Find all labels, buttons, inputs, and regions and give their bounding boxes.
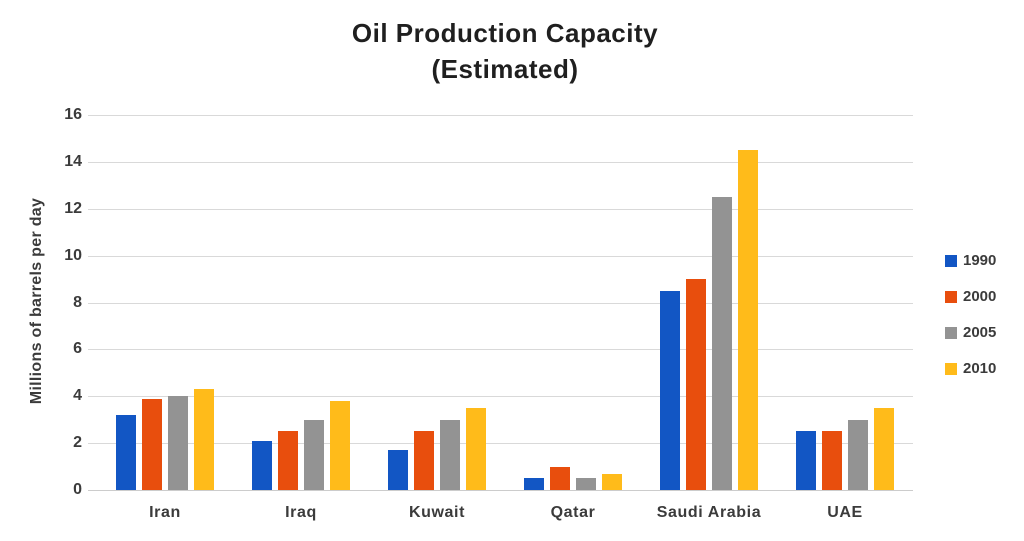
bar-kuwait-2005 — [440, 419, 460, 490]
bar-qatar-2005 — [576, 478, 596, 490]
x-category-label-iran: Iran — [149, 504, 181, 521]
bar-uae-1990 — [796, 431, 816, 490]
legend-item-2010: 2010 — [945, 361, 996, 376]
y-tick-label-4: 4 — [73, 387, 82, 405]
legend-label-2010: 2010 — [963, 360, 997, 377]
gridline-y-2 — [88, 443, 913, 445]
legend-swatch-1990 — [945, 254, 957, 267]
legend-swatch-2000 — [945, 290, 957, 303]
plot-area — [88, 115, 913, 491]
y-tick-label-12: 12 — [64, 199, 82, 217]
gridline-y-4 — [88, 396, 913, 398]
legend-label-2005: 2005 — [963, 324, 997, 341]
legend-swatch-2010 — [945, 362, 957, 375]
bar-qatar-1990 — [524, 478, 544, 490]
y-tick-label-16: 16 — [64, 106, 82, 123]
bar-saudi-arabia-2010 — [738, 150, 758, 490]
x-category-label-kuwait: Kuwait — [408, 504, 466, 521]
x-category-label-saudi-arabia: Saudi Arabia — [656, 504, 762, 521]
legend-swatch-2005 — [945, 326, 957, 339]
x-category-label-qatar: Qatar — [550, 504, 596, 521]
bar-iraq-2005 — [304, 419, 324, 490]
bar-uae-2005 — [848, 419, 868, 490]
gridline-y-12 — [88, 208, 913, 210]
bar-qatar-2010 — [602, 473, 622, 490]
legend-label-1990: 1990 — [963, 252, 997, 269]
bar-uae-2010 — [874, 407, 894, 490]
bar-uae-2000 — [822, 431, 842, 490]
bar-saudi-arabia-2005 — [712, 197, 732, 490]
bar-iran-2005 — [168, 396, 188, 490]
gridline-y-0 — [88, 490, 913, 491]
bar-group-qatar — [505, 115, 641, 490]
chart-title: Oil Production Capacity — [351, 18, 659, 48]
bar-iran-2010 — [194, 389, 214, 490]
x-category-label-uae: UAE — [827, 504, 863, 521]
bar-kuwait-2000 — [414, 431, 434, 490]
bar-saudi-arabia-2000 — [686, 279, 706, 490]
gridline-y-16 — [88, 115, 913, 116]
bar-kuwait-2010 — [466, 407, 486, 490]
chart-subtitle: (Estimated) — [431, 54, 579, 84]
bar-group-kuwait — [369, 115, 505, 490]
bar-saudi-arabia-1990 — [660, 290, 680, 490]
bar-iraq-1990 — [252, 440, 272, 490]
bar-iraq-2010 — [330, 400, 350, 490]
bar-group-uae — [777, 115, 913, 490]
legend: 1990 2000 2005 2010 — [945, 253, 996, 376]
gridline-y-10 — [88, 255, 913, 257]
bar-iraq-2000 — [278, 431, 298, 490]
legend-item-2005: 2005 — [945, 325, 996, 340]
y-tick-label-0: 0 — [73, 481, 82, 498]
bar-iran-2000 — [142, 398, 162, 490]
legend-item-2000: 2000 — [945, 289, 996, 304]
bar-group-saudi-arabia — [641, 115, 777, 490]
y-tick-label-14: 14 — [64, 152, 82, 170]
bar-iran-1990 — [116, 415, 136, 490]
bar-kuwait-1990 — [388, 450, 408, 490]
bar-qatar-2000 — [550, 466, 570, 490]
y-tick-label-2: 2 — [73, 434, 82, 452]
gridline-y-8 — [88, 302, 913, 304]
y-tick-label-6: 6 — [73, 340, 82, 358]
gridline-y-14 — [88, 161, 913, 163]
legend-label-2000: 2000 — [963, 288, 997, 305]
x-category-label-iraq: Iraq — [285, 504, 317, 521]
bar-group-iraq — [233, 115, 369, 490]
gridline-y-6 — [88, 349, 913, 351]
legend-item-1990: 1990 — [945, 253, 996, 268]
y-tick-label-10: 10 — [64, 246, 82, 264]
bar-group-iran — [97, 115, 233, 490]
y-tick-label-8: 8 — [73, 293, 82, 311]
